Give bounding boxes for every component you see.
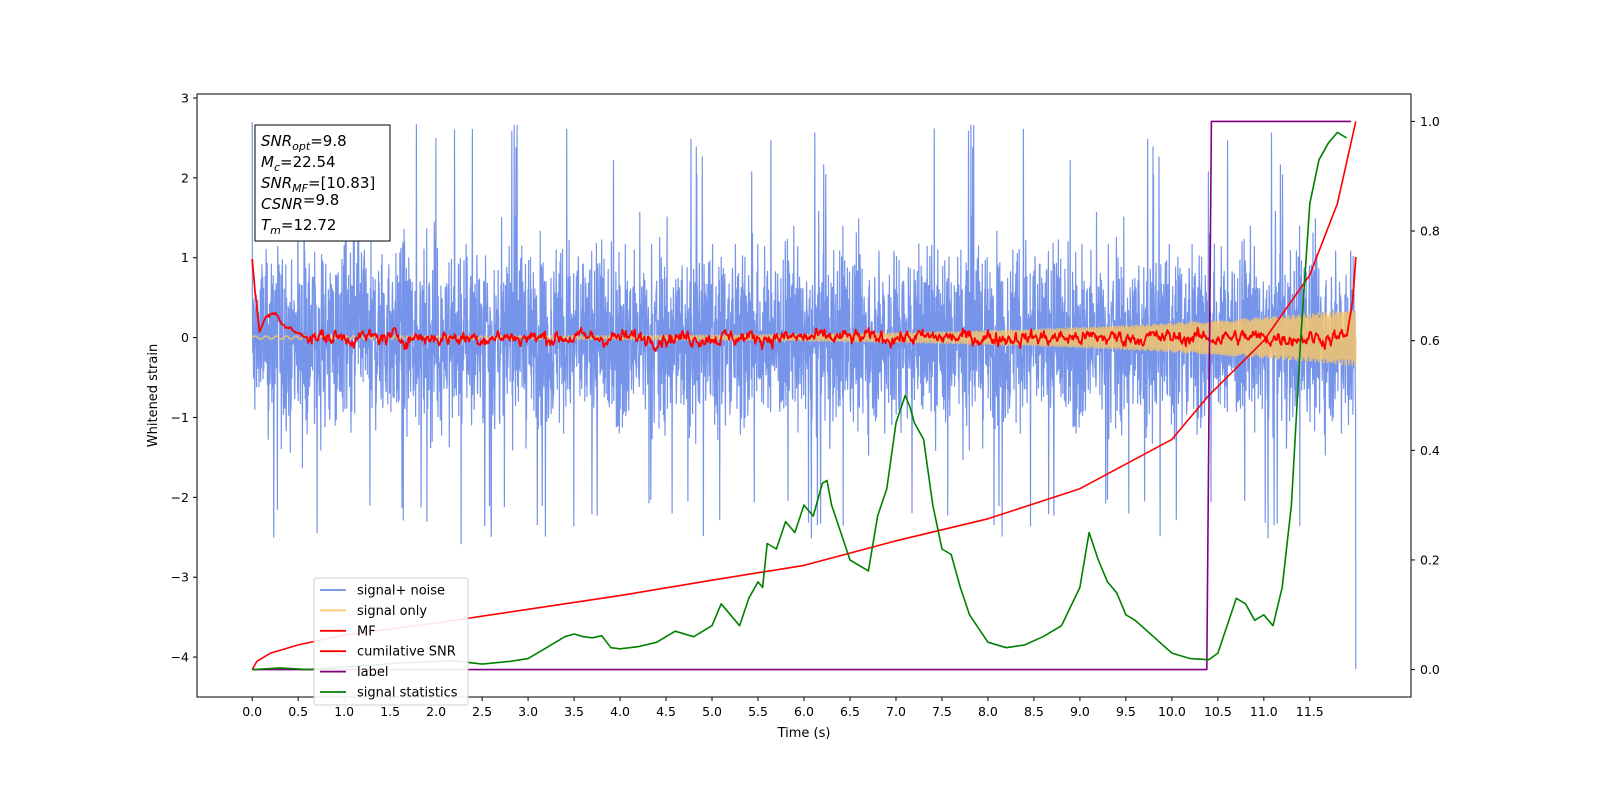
annotation-symbol: T bbox=[261, 216, 272, 234]
annotation-symbol: SNR bbox=[261, 174, 292, 192]
annotation-line: Mc=22.54 bbox=[261, 153, 336, 174]
x-tick-label: 5.0 bbox=[702, 704, 722, 719]
x-tick-label: 8.0 bbox=[978, 704, 998, 719]
x-tick-label: 3.5 bbox=[564, 704, 584, 719]
legend-entry: MF bbox=[357, 624, 376, 639]
x-tick-label: 11.5 bbox=[1296, 704, 1324, 719]
annotation-subscript: m bbox=[270, 224, 281, 237]
annotation-value: =9.8 bbox=[310, 132, 346, 150]
y2-tick-label: 0.4 bbox=[1420, 443, 1440, 458]
y-tick-label: −4 bbox=[171, 650, 189, 665]
x-tick-label: 1.5 bbox=[380, 704, 400, 719]
legend-frame bbox=[313, 577, 469, 706]
annotation-subscript: opt bbox=[292, 140, 311, 153]
series-line-label bbox=[252, 120, 1352, 671]
legend-entry: signal only bbox=[357, 604, 427, 619]
annotation-value: =12.72 bbox=[281, 216, 337, 234]
legend: signal+ noise signal only MF cumilative SNR… bbox=[313, 577, 469, 706]
x-tick-label: 9.5 bbox=[1116, 704, 1136, 719]
x-tick-label: 8.5 bbox=[1024, 704, 1044, 719]
x-tick-label: 7.0 bbox=[886, 704, 906, 719]
y-tick-label: −2 bbox=[171, 490, 189, 505]
legend-entry: signal statistics bbox=[357, 686, 458, 701]
annotation-symbol: CSNR bbox=[261, 195, 303, 213]
plot-area bbox=[251, 120, 1357, 671]
x-tick-label: 2.5 bbox=[472, 704, 492, 719]
annotation-subscript: MF bbox=[292, 182, 308, 195]
series-line-cumilative-snr bbox=[251, 121, 1357, 670]
annotation-line: SNRMF=[10.83] bbox=[261, 174, 375, 195]
legend-entry: cumilative SNR bbox=[357, 645, 456, 660]
x-axis-label: Time (s) bbox=[777, 726, 831, 741]
y2-tick-label: 0.6 bbox=[1420, 333, 1440, 348]
annotation-value: =[10.83] bbox=[308, 174, 375, 192]
legend-entry: label bbox=[357, 665, 388, 680]
y-tick-label: 3 bbox=[181, 90, 189, 105]
x-axis: 0.0 0.5 1.0 1.5 2.0 2.5 3.0 3.5 4.0 4.5 5.0 5.5 6.0 6… bbox=[242, 697, 1324, 719]
y-axis-right: 1.0 0.8 0.6 0.4 0.2 0.0 bbox=[1411, 114, 1440, 677]
annotation-line: Tm=12.72 bbox=[261, 216, 336, 237]
y-tick-label: −3 bbox=[171, 570, 189, 585]
annotation-box: SNRopt=9.8Mc=22.54SNRMF=[10.83]CSNR=9.8T… bbox=[254, 124, 391, 242]
x-tick-label: 6.5 bbox=[840, 704, 860, 719]
y2-tick-label: 1.0 bbox=[1420, 114, 1440, 129]
y-axis-label: Whitened strain bbox=[146, 344, 161, 447]
y-tick-label: 1 bbox=[181, 250, 189, 265]
legend-entry: signal+ noise bbox=[357, 584, 445, 599]
annotation-frame bbox=[254, 124, 391, 242]
y-tick-label: 2 bbox=[181, 170, 189, 185]
x-tick-label: 10.0 bbox=[1158, 704, 1186, 719]
annotation-subscript: c bbox=[274, 161, 280, 174]
annotation-line: CSNR=9.8 bbox=[261, 191, 339, 213]
x-tick-label: 10.5 bbox=[1204, 704, 1232, 719]
x-tick-label: 3.0 bbox=[518, 704, 538, 719]
series-line-mf bbox=[251, 256, 1357, 352]
x-tick-label: 7.5 bbox=[932, 704, 952, 719]
y2-tick-label: 0.8 bbox=[1420, 224, 1440, 239]
x-tick-label: 6.0 bbox=[794, 704, 814, 719]
annotation-value: =9.8 bbox=[303, 191, 339, 209]
y2-tick-label: 0.2 bbox=[1420, 552, 1440, 567]
x-tick-label: 4.5 bbox=[656, 704, 676, 719]
annotation-line: SNRopt=9.8 bbox=[261, 132, 347, 153]
x-tick-label: 0.0 bbox=[242, 704, 262, 719]
x-tick-label: 9.0 bbox=[1070, 704, 1090, 719]
y-tick-label: 0 bbox=[181, 330, 189, 345]
x-tick-label: 4.0 bbox=[610, 704, 630, 719]
x-tick-label: 5.5 bbox=[748, 704, 768, 719]
series-line-signal-statistics bbox=[252, 131, 1348, 671]
y-tick-label: −1 bbox=[171, 410, 189, 425]
x-tick-label: 0.5 bbox=[288, 704, 308, 719]
y-axis-left: 3 2 1 0 −1 −2 −3 −4 bbox=[171, 90, 197, 665]
annotation-value: =22.54 bbox=[280, 153, 336, 171]
annotation-symbol: SNR bbox=[261, 132, 292, 150]
y2-tick-label: 0.0 bbox=[1420, 662, 1440, 677]
x-tick-label: 11.0 bbox=[1250, 704, 1278, 719]
x-tick-label: 2.0 bbox=[426, 704, 446, 719]
x-tick-label: 1.0 bbox=[334, 704, 354, 719]
annotation-symbol: M bbox=[261, 153, 274, 171]
